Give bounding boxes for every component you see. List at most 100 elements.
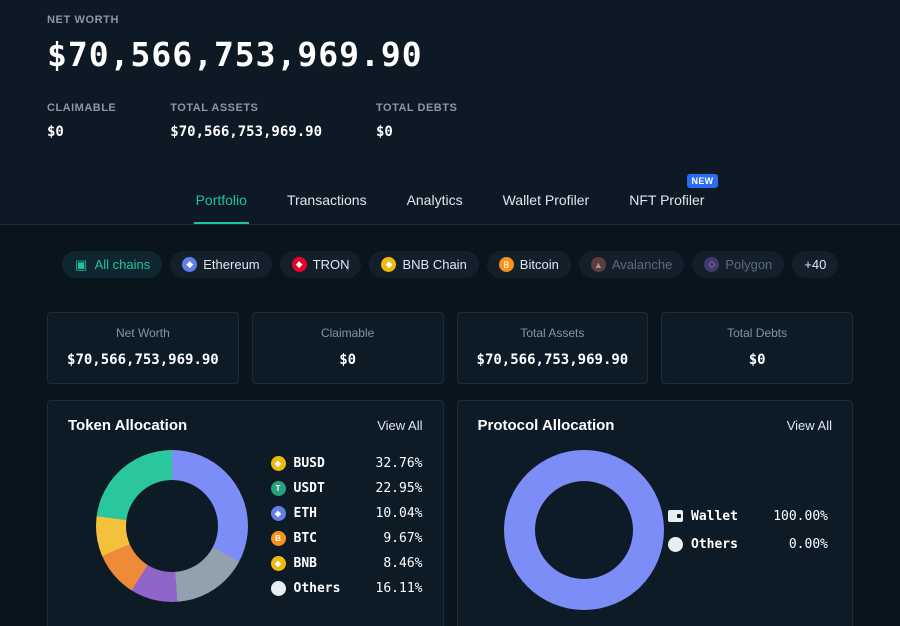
chain-chip-label: TRON — [312, 257, 350, 272]
chain-chip-label: Polygon — [725, 257, 773, 272]
allocation-charts-row: Token Allocation View All ◆ BUSD 32.76% … — [47, 400, 853, 626]
chain-chip-bnb-chain[interactable]: ◆ BNB Chain — [369, 251, 479, 278]
summary-card-total-debts: Total Debts $0 — [661, 312, 853, 384]
legend-token-name: BTC — [293, 531, 317, 546]
summary-cards-row: Net Worth $70,566,753,969.90 Claimable $… — [47, 312, 853, 384]
tab-portfolio[interactable]: Portfolio — [193, 190, 249, 224]
token-allocation-legend: ◆ BUSD 32.76% T USDT 22.95% ◆ ETH 10.04% — [270, 456, 423, 596]
protocol-allocation-donut-chart — [503, 450, 664, 610]
protocol-allocation-title: Protocol Allocation — [477, 417, 615, 434]
legend-token-name: ETH — [293, 506, 317, 521]
chain-chip-polygon[interactable]: ◇ Polygon — [692, 251, 785, 278]
card-label: Total Debts — [727, 326, 788, 340]
all-chains-icon: ▣ — [74, 256, 88, 272]
legend-row-others: Others 0.00% — [668, 536, 828, 552]
token-allocation-body: ◆ BUSD 32.76% T USDT 22.95% ◆ ETH 10.04% — [68, 450, 423, 602]
chain-chip-label: BNB Chain — [402, 257, 467, 272]
token-allocation-card: Token Allocation View All ◆ BUSD 32.76% … — [47, 400, 444, 626]
donut-hole — [534, 481, 633, 579]
others-coin-icon — [270, 581, 286, 596]
protocol-allocation-header: Protocol Allocation View All — [478, 417, 833, 434]
chain-chip-all-chains[interactable]: ▣ All chains — [61, 251, 163, 278]
bnb-coin-icon: ◆ — [270, 556, 286, 571]
card-label: Net Worth — [115, 326, 170, 340]
chain-chip-ethereum[interactable]: ◆ Ethereum — [170, 251, 272, 278]
chain-chip-tron[interactable]: ◆ TRON — [279, 251, 362, 278]
summary-card-claimable: Claimable $0 — [251, 312, 444, 384]
total-assets-label: TOTAL ASSETS — [170, 102, 259, 114]
main-tabs: Portfolio Transactions Analytics Wallet … — [0, 172, 900, 224]
legend-row-others: Others 16.11% — [270, 581, 423, 596]
legend-row-usdt: T USDT 22.95% — [270, 481, 423, 496]
token-allocation-view-all-link[interactable]: View All — [377, 418, 423, 433]
card-value: $70,566,753,969.90 — [67, 352, 219, 368]
claimable-value: $0 — [47, 124, 64, 140]
total-assets-value: $70,566,753,969.90 — [170, 124, 322, 140]
card-value: $70,566,753,969.90 — [476, 352, 629, 368]
bnb-chain-icon: ◆ — [381, 257, 397, 272]
legend-token-name: Others — [293, 581, 341, 596]
legend-token-percent: 16.11% — [375, 581, 423, 596]
chain-chip-label: Ethereum — [203, 257, 260, 272]
net-worth-label: NET WORTH — [47, 14, 120, 26]
top-section: NET WORTH $70,566,753,969.90 CLAIMABLE $… — [0, 0, 900, 225]
total-debts-value: $0 — [376, 124, 393, 140]
tab-analytics[interactable]: Analytics — [406, 192, 463, 208]
usdt-coin-icon: T — [270, 481, 286, 496]
protocol-allocation-view-all-link[interactable]: View All — [786, 418, 832, 433]
card-label: Claimable — [320, 326, 375, 340]
chain-chip-label: Bitcoin — [519, 257, 559, 272]
legend-row-wallet: Wallet 100.00% — [668, 509, 828, 524]
others-icon — [668, 536, 683, 552]
legend-protocol-name: Wallet — [691, 508, 738, 524]
card-value: $0 — [748, 352, 766, 368]
total-debts-stat: TOTAL DEBTS $0 — [376, 102, 457, 140]
chain-chip-more[interactable]: +40 — [792, 251, 839, 278]
legend-token-name: BUSD — [293, 456, 325, 471]
avalanche-icon: ▲ — [590, 257, 606, 272]
claimable-label: CLAIMABLE — [47, 102, 117, 114]
portfolio-content: ▣ All chains ◆ Ethereum ◆ TRON ◆ BNB Cha… — [0, 251, 900, 626]
tab-transactions[interactable]: Transactions — [286, 192, 367, 208]
chain-chip-label: Avalanche — [611, 257, 673, 272]
polygon-icon: ◇ — [704, 257, 720, 272]
card-label: Total Assets — [520, 326, 585, 340]
total-debts-label: TOTAL DEBTS — [376, 102, 458, 114]
wallet-icon — [668, 510, 683, 522]
bitcoin-icon: B — [498, 257, 514, 272]
total-assets-stat: TOTAL ASSETS $70,566,753,969.90 — [170, 102, 322, 140]
ethereum-icon: ◆ — [182, 257, 198, 272]
legend-row-bnb: ◆ BNB 8.46% — [270, 556, 423, 571]
legend-token-name: BNB — [293, 556, 317, 571]
busd-coin-icon: ◆ — [270, 456, 286, 471]
legend-protocol-percent: 100.00% — [773, 508, 828, 524]
legend-token-percent: 10.04% — [375, 506, 423, 521]
legend-row-eth: ◆ ETH 10.04% — [270, 506, 423, 521]
tab-wallet-profiler[interactable]: Wallet Profiler — [502, 192, 590, 208]
legend-token-name: USDT — [293, 481, 325, 496]
net-worth-summary: NET WORTH $70,566,753,969.90 CLAIMABLE $… — [0, 0, 900, 140]
protocol-allocation-card: Protocol Allocation View All Wallet 100.… — [456, 400, 853, 626]
legend-row-btc: B BTC 9.67% — [270, 531, 423, 546]
chain-chip-label: +40 — [804, 257, 827, 272]
token-allocation-donut-chart — [96, 450, 248, 602]
donut-hole — [126, 480, 218, 572]
tron-icon: ◆ — [291, 257, 307, 272]
token-allocation-header: Token Allocation View All — [68, 417, 423, 434]
claimable-stat: CLAIMABLE $0 — [47, 102, 116, 140]
legend-token-percent: 8.46% — [383, 556, 423, 571]
legend-token-percent: 22.95% — [375, 481, 423, 496]
chain-chip-label: All chains — [94, 257, 151, 272]
protocol-allocation-legend: Wallet 100.00% Others 0.00% — [668, 509, 828, 552]
legend-row-busd: ◆ BUSD 32.76% — [270, 456, 423, 471]
chain-chip-avalanche[interactable]: ▲ Avalanche — [578, 251, 685, 278]
tab-nft-profiler-label: NFT Profiler — [629, 192, 705, 208]
legend-protocol-percent: 0.00% — [788, 536, 828, 552]
legend-token-percent: 32.76% — [375, 456, 423, 471]
chain-chip-bitcoin[interactable]: B Bitcoin — [486, 251, 571, 278]
token-allocation-title: Token Allocation — [68, 417, 188, 434]
tab-nft-profiler[interactable]: NFT Profiler NEW — [627, 174, 719, 224]
legend-protocol-name: Others — [691, 536, 738, 552]
new-badge: NEW — [686, 174, 719, 188]
protocol-allocation-body: Wallet 100.00% Others 0.00% — [478, 450, 833, 610]
